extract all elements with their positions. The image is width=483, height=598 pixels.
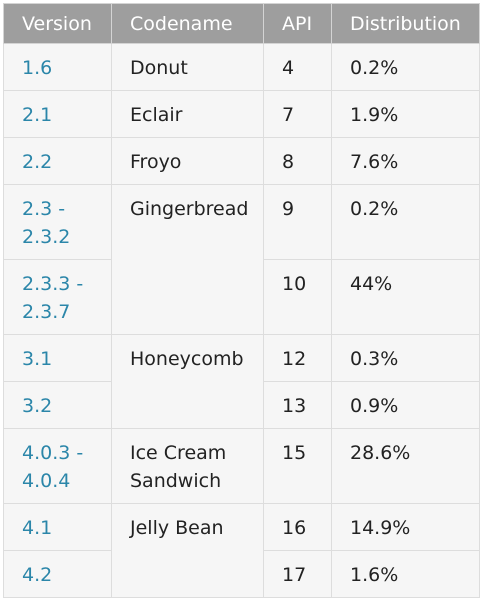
table-row: 2.1 Eclair 7 1.9% [3, 90, 480, 138]
distribution-cell: 44% [331, 259, 480, 335]
api-level-cell: 13 [263, 381, 332, 429]
codename-cell: Jelly Bean [111, 503, 264, 598]
version-link[interactable]: 3.2 [3, 381, 112, 429]
distribution-cell: 14.9% [331, 503, 480, 551]
table-row: 2.2 Froyo 8 7.6% [3, 137, 480, 185]
api-level-cell: 4 [263, 43, 332, 91]
distribution-cell: 1.9% [331, 90, 480, 138]
api-level-cell: 8 [263, 137, 332, 185]
api-level-cell: 10 [263, 259, 332, 335]
codename-cell: Ice Cream Sandwich [111, 428, 264, 504]
version-link[interactable]: 1.6 [3, 43, 112, 91]
api-level-cell: 12 [263, 334, 332, 382]
version-link[interactable]: 4.0.3 - 4.0.4 [3, 428, 112, 504]
api-level-cell: 9 [263, 184, 332, 260]
android-versions-table: Version Codename API Distribution 1.6 Do… [3, 3, 480, 598]
table-row: 4.0.3 - 4.0.4 Ice Cream Sandwich 15 28.6… [3, 428, 480, 504]
table-row: 1.6 Donut 4 0.2% [3, 43, 480, 91]
version-link[interactable]: 4.2 [3, 550, 112, 598]
version-link[interactable]: 2.3.3 - 2.3.7 [3, 259, 112, 335]
table-row: 4.1 Jelly Bean 16 14.9% [3, 503, 480, 598]
version-link[interactable]: 2.1 [3, 90, 112, 138]
codename-cell: Froyo [111, 137, 264, 185]
codename-cell: Donut [111, 43, 264, 91]
version-link[interactable]: 2.2 [3, 137, 112, 185]
distribution-cell: 7.6% [331, 137, 480, 185]
version-link[interactable]: 2.3 - 2.3.2 [3, 184, 112, 260]
distribution-cell: 0.9% [331, 381, 480, 429]
codename-cell: Eclair [111, 90, 264, 138]
distribution-cell: 0.2% [331, 184, 480, 260]
version-link[interactable]: 3.1 [3, 334, 112, 382]
header-codename: Codename [111, 3, 264, 44]
api-level-cell: 17 [263, 550, 332, 598]
table-row: 2.3 - 2.3.2 Gingerbread 9 0.2% [3, 184, 480, 335]
distribution-cell: 28.6% [331, 428, 480, 504]
distribution-cell: 1.6% [331, 550, 480, 598]
distribution-cell: 0.3% [331, 334, 480, 382]
table-row: 3.1 Honeycomb 12 0.3% [3, 334, 480, 429]
codename-cell: Gingerbread [111, 184, 264, 335]
version-link[interactable]: 4.1 [3, 503, 112, 551]
api-level-cell: 16 [263, 503, 332, 551]
table-header-row: Version Codename API Distribution [3, 3, 480, 44]
table-row: 3.2 13 0.9% [3, 381, 480, 429]
table-row: 2.3.3 - 2.3.7 10 44% [3, 259, 480, 335]
codename-cell: Honeycomb [111, 334, 264, 429]
api-level-cell: 15 [263, 428, 332, 504]
header-distribution: Distribution [331, 3, 480, 44]
distribution-cell: 0.2% [331, 43, 480, 91]
header-api: API [263, 3, 332, 44]
api-level-cell: 7 [263, 90, 332, 138]
header-version: Version [3, 3, 112, 44]
